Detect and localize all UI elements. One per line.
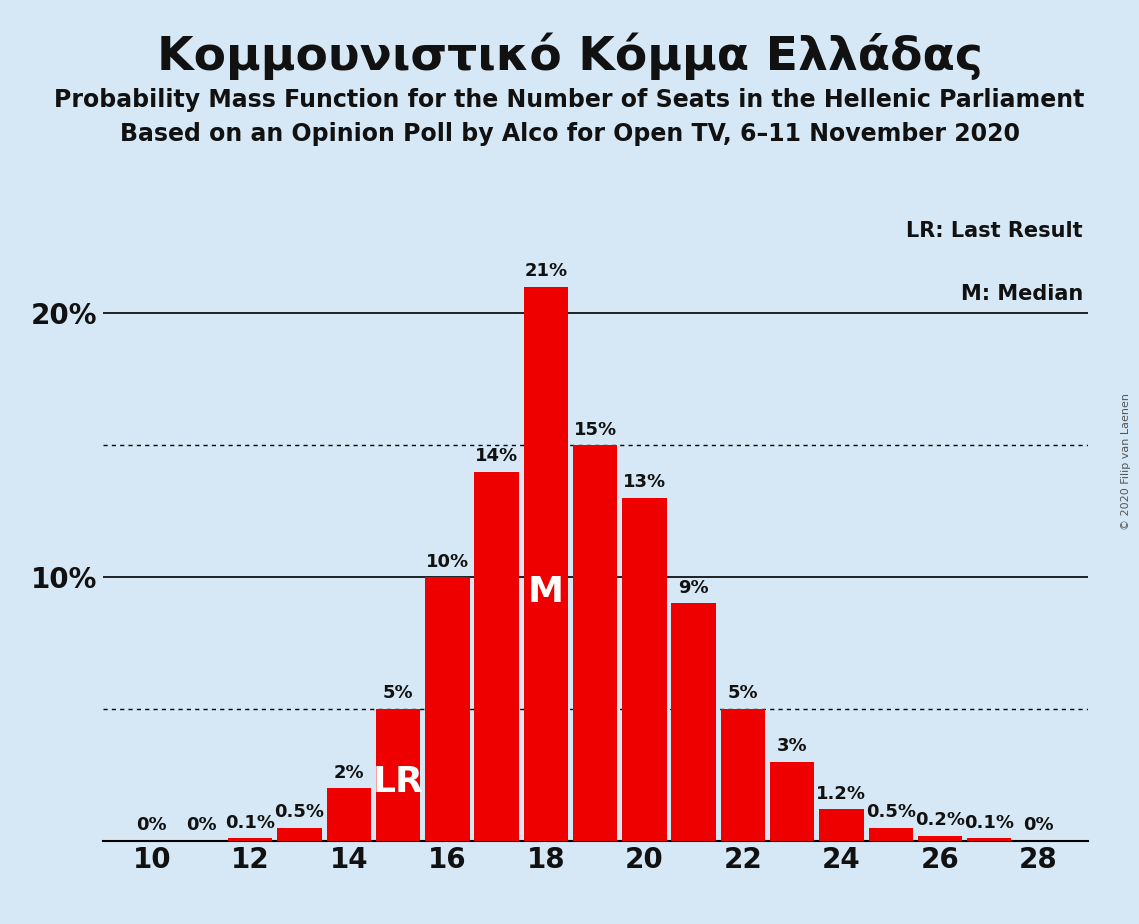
Text: LR: Last Result: LR: Last Result (907, 221, 1083, 240)
Text: 0.1%: 0.1% (965, 814, 1014, 832)
Bar (918, 835, 962, 841)
Bar (721, 709, 765, 841)
Text: Κομμουνιστικό Κόμμα Ελλάδας: Κομμουνιστικό Κόμμα Ελλάδας (156, 32, 983, 79)
Text: 5%: 5% (728, 685, 759, 702)
Text: 0.5%: 0.5% (866, 803, 916, 821)
Text: 13%: 13% (623, 473, 666, 492)
Text: Based on an Opinion Poll by Alco for Open TV, 6–11 November 2020: Based on an Opinion Poll by Alco for Ope… (120, 122, 1019, 146)
Text: 2%: 2% (334, 763, 364, 782)
Text: 1.2%: 1.2% (817, 784, 867, 803)
Bar (425, 578, 469, 841)
Bar (327, 788, 371, 841)
Text: 10%: 10% (426, 553, 469, 570)
Bar (573, 445, 617, 841)
Text: Probability Mass Function for the Number of Seats in the Hellenic Parliament: Probability Mass Function for the Number… (55, 88, 1084, 112)
Bar (672, 603, 715, 841)
Text: 0%: 0% (137, 816, 167, 834)
Text: 0%: 0% (1023, 816, 1054, 834)
Bar (869, 828, 912, 841)
Text: M: Median: M: Median (960, 284, 1083, 304)
Bar (770, 761, 814, 841)
Text: 21%: 21% (524, 262, 567, 280)
Text: 0.2%: 0.2% (915, 811, 965, 829)
Text: 0.5%: 0.5% (274, 803, 325, 821)
Bar (819, 809, 863, 841)
Text: 9%: 9% (679, 579, 708, 597)
Text: 0%: 0% (186, 816, 216, 834)
Text: M: M (527, 575, 564, 609)
Bar (524, 287, 568, 841)
Text: 5%: 5% (383, 685, 413, 702)
Bar (622, 498, 666, 841)
Bar (376, 709, 420, 841)
Text: © 2020 Filip van Laenen: © 2020 Filip van Laenen (1121, 394, 1131, 530)
Text: 3%: 3% (777, 737, 808, 755)
Bar (475, 471, 518, 841)
Text: 15%: 15% (574, 420, 616, 439)
Bar (278, 828, 321, 841)
Text: 14%: 14% (475, 447, 518, 465)
Text: 0.1%: 0.1% (226, 814, 276, 832)
Bar (228, 838, 272, 841)
Text: LR: LR (372, 764, 424, 798)
Bar (967, 838, 1011, 841)
